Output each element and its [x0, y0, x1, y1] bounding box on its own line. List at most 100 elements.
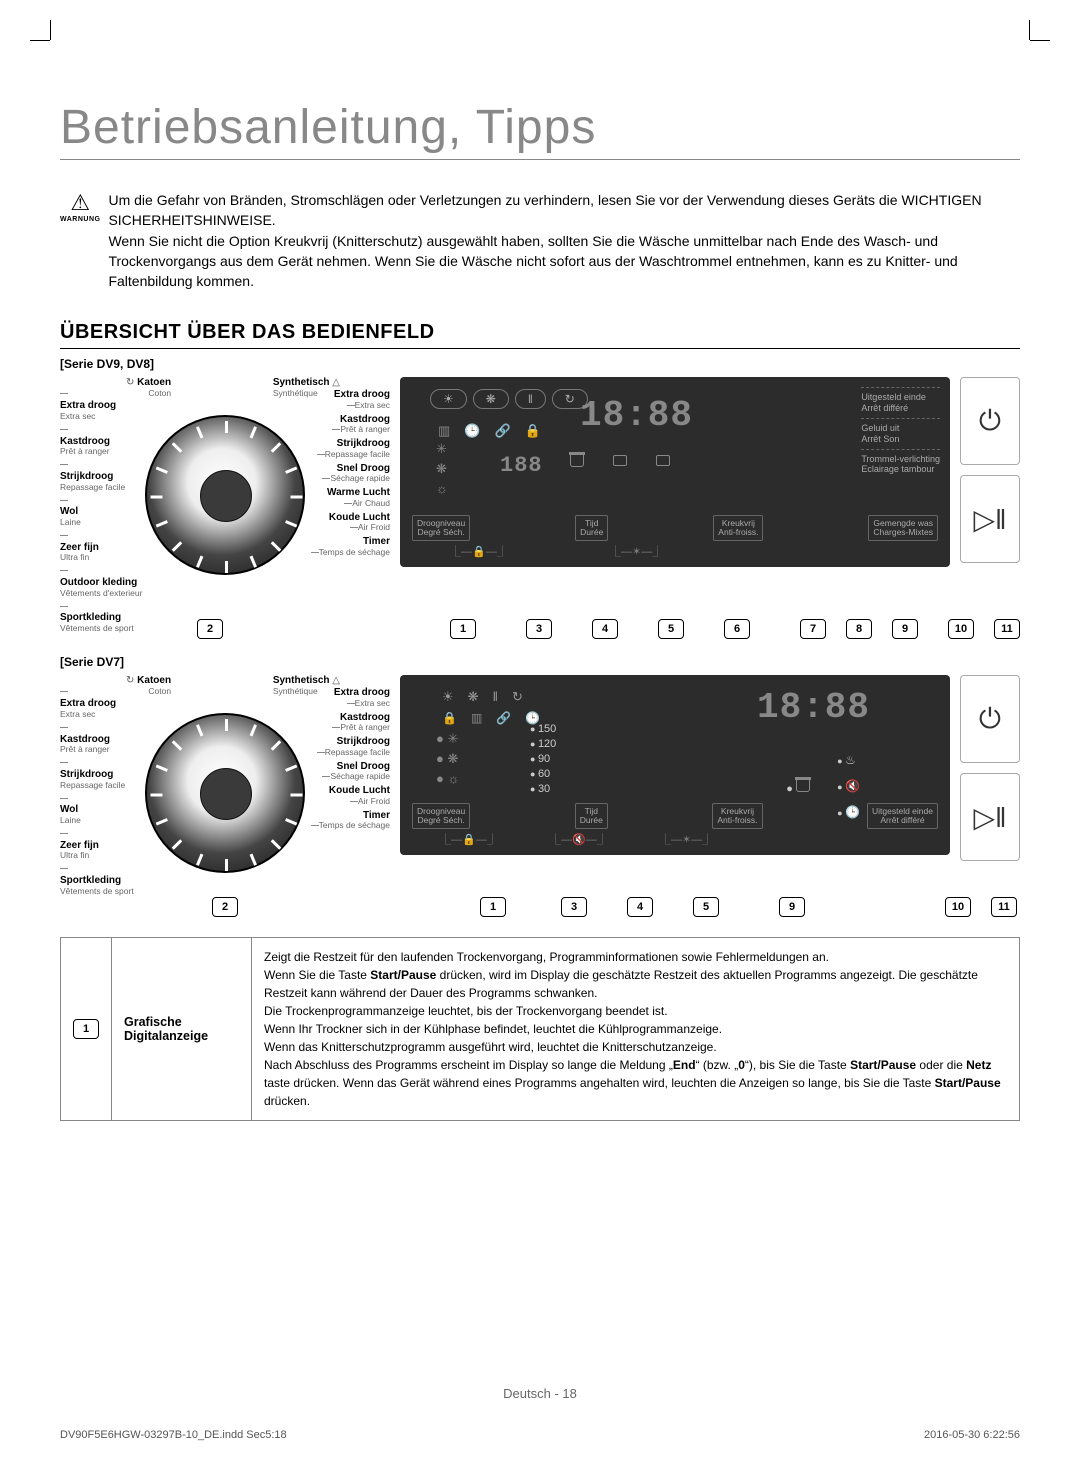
link-icon: 🔗 — [496, 711, 511, 725]
callout-7: 7 — [800, 619, 826, 639]
callout-1: 1 — [480, 897, 506, 917]
display-button-label[interactable]: KreukvrijAnti-froiss. — [713, 515, 763, 542]
heat3-icon: ● ✳ — [436, 731, 459, 747]
dv7-minute-option: 60 — [530, 768, 556, 780]
fan-icon: ❋ — [473, 389, 509, 409]
dial-top-right-main: Synthetisch — [273, 377, 330, 388]
filter-icon: ▥ — [438, 423, 450, 439]
time-display: 18:88 — [757, 687, 870, 728]
section-heading: ÜBERSICHT ÜBER DAS BEDIENFELD — [60, 321, 1020, 349]
warning-label: WARNUNG — [60, 216, 100, 223]
program-item: Warme Lucht Air Chaud — [290, 487, 390, 509]
program-item: WolLaine — [60, 794, 160, 827]
brace-2: ⎿—🔇—⏌ — [550, 831, 608, 847]
cycle-icon: ↻ — [126, 377, 134, 388]
dial-top-left-main: Katoen — [137, 377, 171, 388]
display-button-label[interactable]: Gemengde wasCharges-Mixtes — [868, 515, 938, 542]
link-icon: 🔗 — [494, 423, 510, 439]
program-item: Kastdroog Prêt à ranger — [290, 414, 390, 436]
program-item: Timer Temps de séchage — [290, 536, 390, 558]
display-button-label[interactable]: Uitgesteld eindeArrêt différé — [867, 803, 938, 830]
start-pause-button[interactable]: ▷‖ — [960, 475, 1020, 563]
program-item: Timer Temps de séchage — [290, 810, 390, 832]
extra2-icon: 🔇 — [837, 779, 860, 793]
callout-5: 5 — [693, 897, 719, 917]
description-table: 1 Grafische Digitalanzeige Zeigt die Res… — [60, 937, 1020, 1121]
display-side-label[interactable]: Uitgesteld eindeArrêt différé — [861, 387, 940, 418]
page-footer: Deutsch - 18 — [0, 1386, 1080, 1401]
callout-6: 6 — [724, 619, 750, 639]
dv7-minute-option: 30 — [530, 783, 556, 795]
warning-icon: ⚠ — [60, 190, 100, 216]
brace-right: ⎿—✶—⏌ — [610, 543, 663, 559]
program-item: Snel Droog Séchage rapide — [290, 463, 390, 485]
power-button[interactable]: ⏻ — [960, 377, 1020, 465]
callout-2: 2 — [197, 619, 223, 639]
program-item: Extra droogExtra sec — [60, 687, 160, 720]
laundry-mid-icon: ● — [786, 780, 810, 795]
triangle-icon: △ — [332, 675, 340, 686]
warning-block: ⚠ WARNUNG Um die Gefahr von Bränden, Str… — [60, 190, 1020, 291]
dial-block-dv7: ↻ Katoen Coton Synthetisch △ Synthétique… — [60, 675, 390, 885]
series-dv98-label: [Serie DV9, DV8] — [60, 357, 1020, 371]
power-button[interactable]: ⏻ — [960, 675, 1020, 763]
program-item: Snel Droog Séchage rapide — [290, 761, 390, 783]
display-side-label[interactable]: Trommel-verlichtingEclairage tambour — [861, 449, 940, 480]
program-dial[interactable] — [145, 415, 305, 575]
print-stamp: 2016-05-30 6:22:56 — [924, 1429, 1020, 1441]
program-item: SportkledingVêtements de sport — [60, 602, 160, 635]
pause-icon: ‖ — [493, 689, 498, 705]
sun-high-icon: ☀ — [430, 389, 467, 409]
callout-11: 11 — [994, 619, 1020, 639]
dv7-minute-option: 120 — [530, 738, 556, 750]
dial-block-dv98: ↻ Katoen Coton Synthetisch △ Synthétique… — [60, 377, 390, 607]
callout-9: 9 — [892, 619, 918, 639]
program-item: StrijkdroogRepassage facile — [60, 460, 160, 493]
dv7-minute-option: 150 — [530, 723, 556, 735]
drum1-icon — [613, 455, 627, 466]
display-button-label[interactable]: TijdDurée — [575, 515, 608, 542]
callout-5: 5 — [658, 619, 684, 639]
callout-11: 11 — [991, 897, 1017, 917]
heat3-icon: ✳ — [436, 441, 448, 457]
program-item: Zeer fijnUltra fin — [60, 531, 160, 564]
table-name-1: Grafische Digitalanzeige — [112, 938, 252, 1121]
cycle-icon: ↻ — [126, 675, 134, 686]
panel-dv7: ↻ Katoen Coton Synthetisch △ Synthétique… — [60, 675, 1020, 885]
minutes-display: 188 — [500, 453, 543, 478]
brace-3: ⎿—✶—⏌ — [660, 831, 713, 847]
warning-para-1: Um die Gefahr von Bränden, Stromschlägen… — [108, 190, 1020, 231]
program-item: Outdoor kledingVêtements d'exterieur — [60, 566, 160, 599]
program-dial[interactable] — [145, 713, 305, 873]
lock-icon: 🔒 — [442, 711, 457, 725]
display-dv7: ☀ ❋ ‖ ↻ 🔒 ▥ 🔗 🕒 18:88 ● ✳ ● ❋ ● ☼ 150120… — [400, 675, 950, 855]
heat2-icon: ❋ — [436, 461, 448, 477]
display-button-label[interactable]: DroogniveauDegré Séch. — [412, 515, 470, 542]
program-item: Extra droog Extra sec — [290, 687, 390, 709]
display-button-label[interactable]: TijdDurée — [575, 803, 608, 830]
heat1-icon: ☼ — [436, 481, 448, 496]
callout-4: 4 — [627, 897, 653, 917]
brace-1: ⎿—🔒—⏌ — [440, 831, 498, 847]
start-pause-button[interactable]: ▷‖ — [960, 773, 1020, 861]
laundry-icon — [570, 455, 584, 467]
display-side-label[interactable]: Geluid uitArrêt Son — [861, 418, 940, 449]
drum2-icon — [656, 455, 670, 466]
program-item: Kastdroog Prêt à ranger — [290, 712, 390, 734]
brace-left: ⎿—🔒—⏌ — [450, 543, 508, 559]
display-button-label[interactable]: KreukvrijAnti-froiss. — [712, 803, 762, 830]
display-button-label[interactable]: DroogniveauDegré Séch. — [412, 803, 470, 830]
callout-3: 3 — [561, 897, 587, 917]
table-callout-1: 1 — [73, 1019, 99, 1039]
program-item: StrijkdroogRepassage facile — [60, 758, 160, 791]
callout-1: 1 — [450, 619, 476, 639]
refresh-icon: ↻ — [512, 689, 523, 705]
lock-icon: 🔒 — [525, 423, 541, 439]
extra1-icon: ♨ — [837, 753, 860, 767]
program-item: KastdroogPrêt à ranger — [60, 425, 160, 458]
display-dv98: ☀ ❋ ‖ ↻ ▥ 🕒 🔗 🔒 18:88 ✳ ❋ ☼ 188 Uitgeste… — [400, 377, 950, 567]
clock-icon: 🕒 — [464, 423, 480, 439]
heat1-icon: ● ☼ — [436, 771, 459, 786]
callout-10: 10 — [948, 619, 974, 639]
callout-9: 9 — [779, 897, 805, 917]
